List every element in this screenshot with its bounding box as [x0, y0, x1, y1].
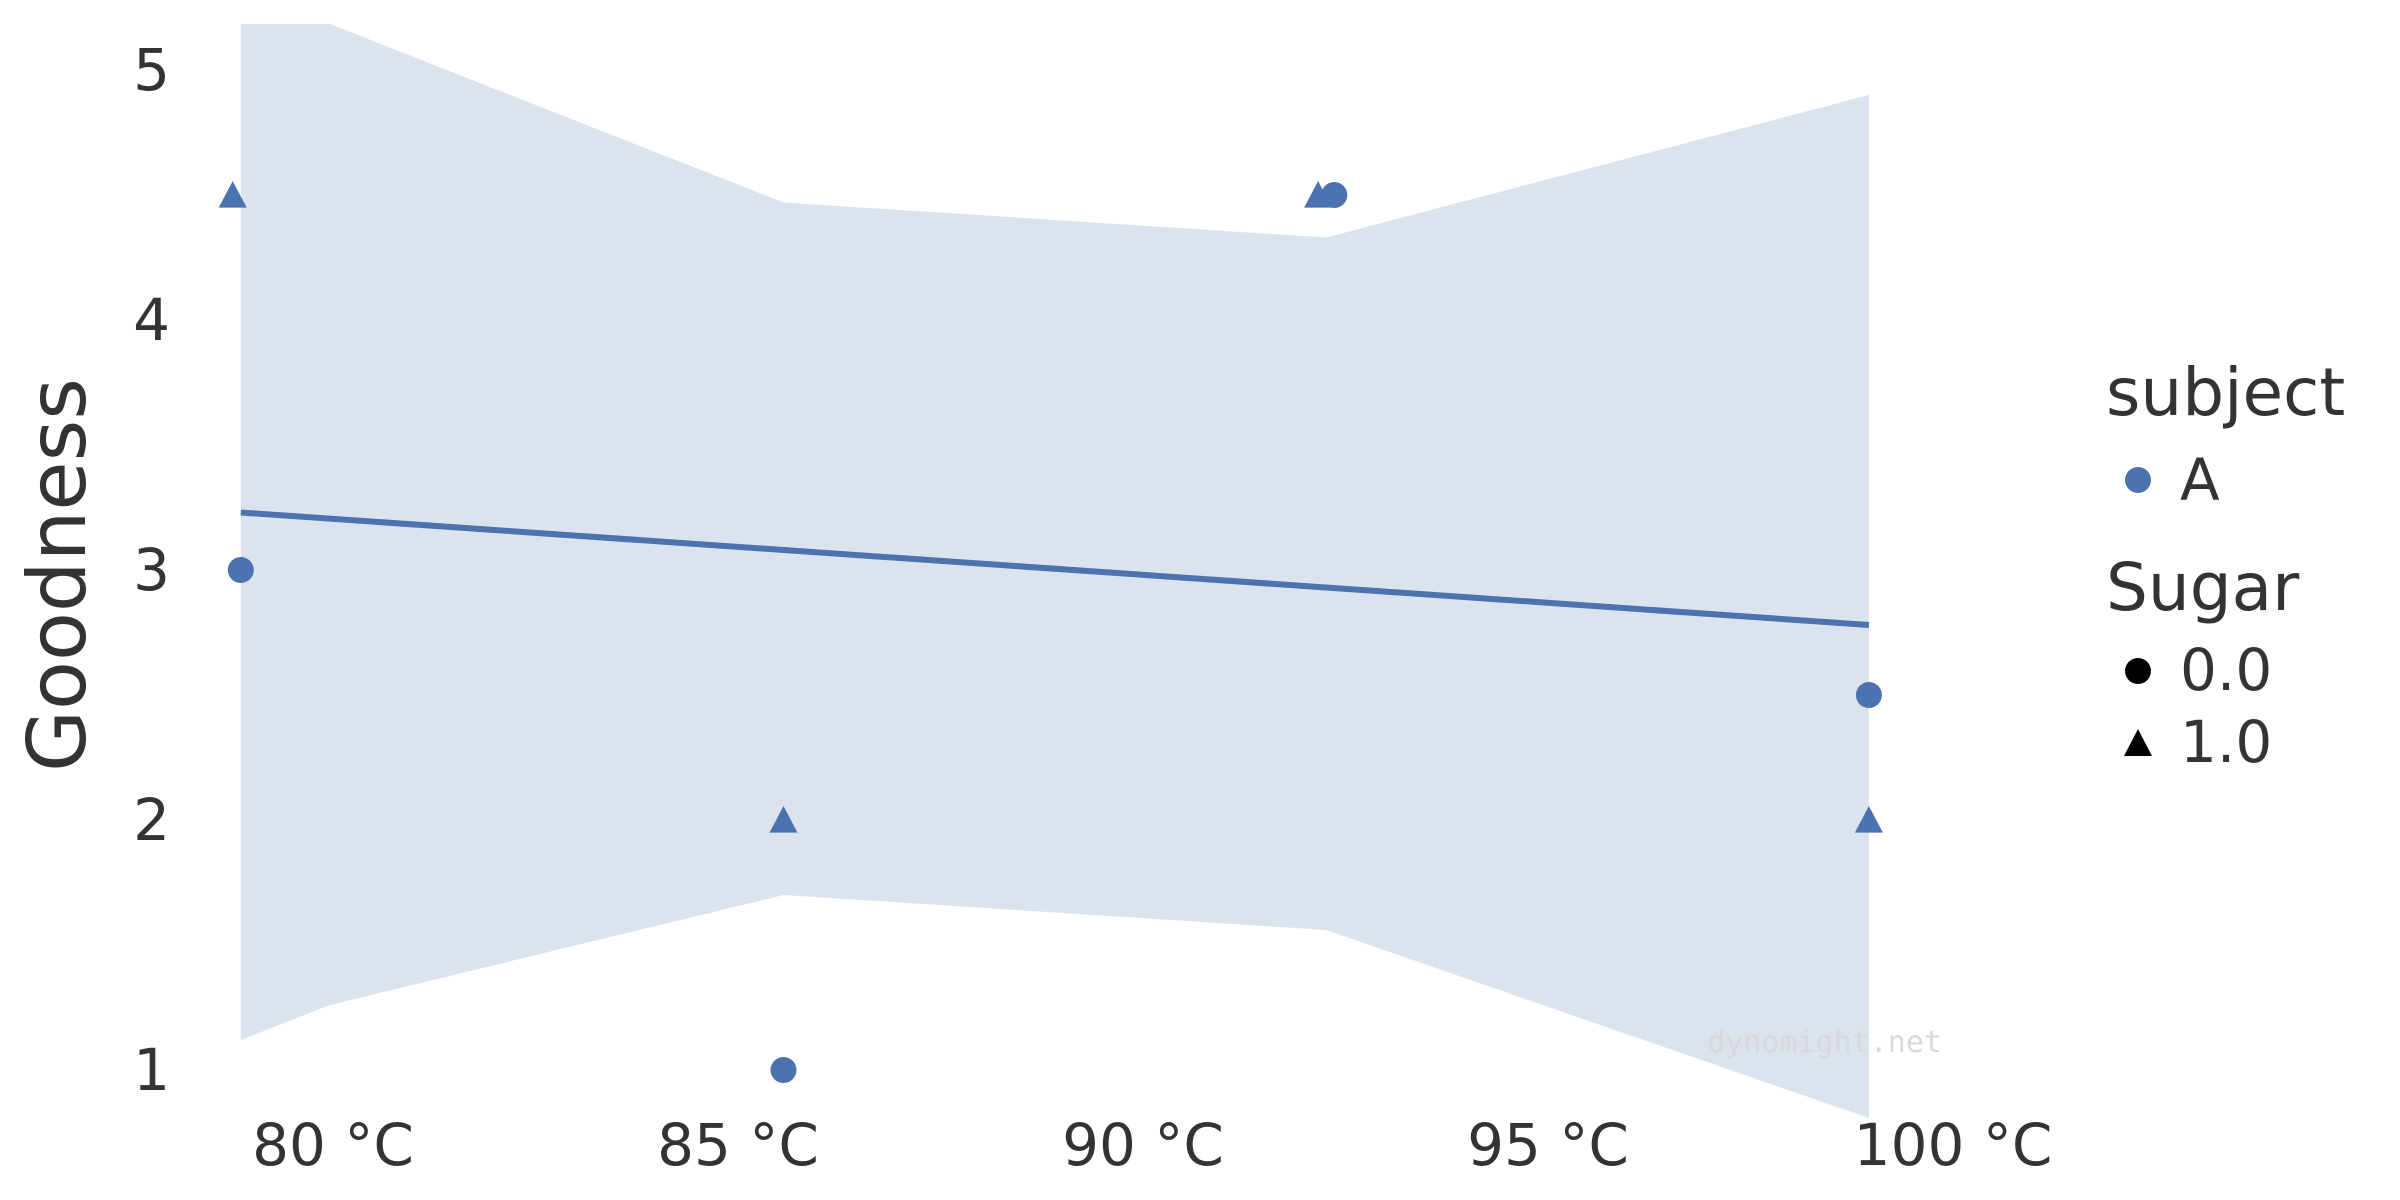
- data-point-1: [218, 181, 247, 208]
- legend-label-sugar-0: 0.0: [2180, 636, 2272, 704]
- legend-label-sugar-1: 1.0: [2180, 708, 2272, 776]
- y-axis-tick-labels: 1 2 3 4 5: [133, 36, 170, 1104]
- legend: subject A Sugar 0.0 1.0: [2106, 354, 2345, 776]
- legend-marker-sugar-1: [2124, 729, 2152, 756]
- y-tick-label-1: 2: [133, 786, 170, 854]
- y-tick-label-2: 3: [133, 536, 170, 604]
- legend-label-subject-a: A: [2180, 446, 2220, 514]
- data-points: [218, 181, 1883, 1083]
- x-axis-tick-labels: 80 °C 85 °C 90 °C 95 °C 100 °C: [252, 1111, 2052, 1179]
- y-tick-label-4: 5: [133, 36, 170, 104]
- legend-title-subject: subject: [2106, 354, 2345, 431]
- data-point-2: [770, 1057, 797, 1083]
- data-point-3: [769, 806, 798, 833]
- x-tick-label-2: 90 °C: [1062, 1111, 1224, 1179]
- plot-area: [218, 24, 1883, 1118]
- data-point-6: [1855, 682, 1882, 708]
- data-point-5: [1304, 181, 1333, 208]
- legend-marker-subject-a: [2125, 467, 2151, 493]
- x-tick-label-4: 100 °C: [1854, 1111, 2053, 1179]
- x-tick-label-3: 95 °C: [1467, 1111, 1629, 1179]
- y-tick-label-0: 1: [133, 1036, 170, 1104]
- data-point-7: [1854, 806, 1883, 833]
- legend-title-sugar: Sugar: [2106, 549, 2300, 626]
- x-tick-label-0: 80 °C: [252, 1111, 414, 1179]
- y-axis-title: Goodness: [11, 378, 104, 772]
- data-point-0: [227, 557, 254, 583]
- watermark: dynomight.net: [1707, 1025, 1942, 1060]
- y-tick-label-3: 4: [133, 286, 170, 354]
- x-tick-label-1: 85 °C: [657, 1111, 819, 1179]
- legend-marker-sugar-0: [2125, 658, 2151, 684]
- regression-line: [240, 509, 1870, 628]
